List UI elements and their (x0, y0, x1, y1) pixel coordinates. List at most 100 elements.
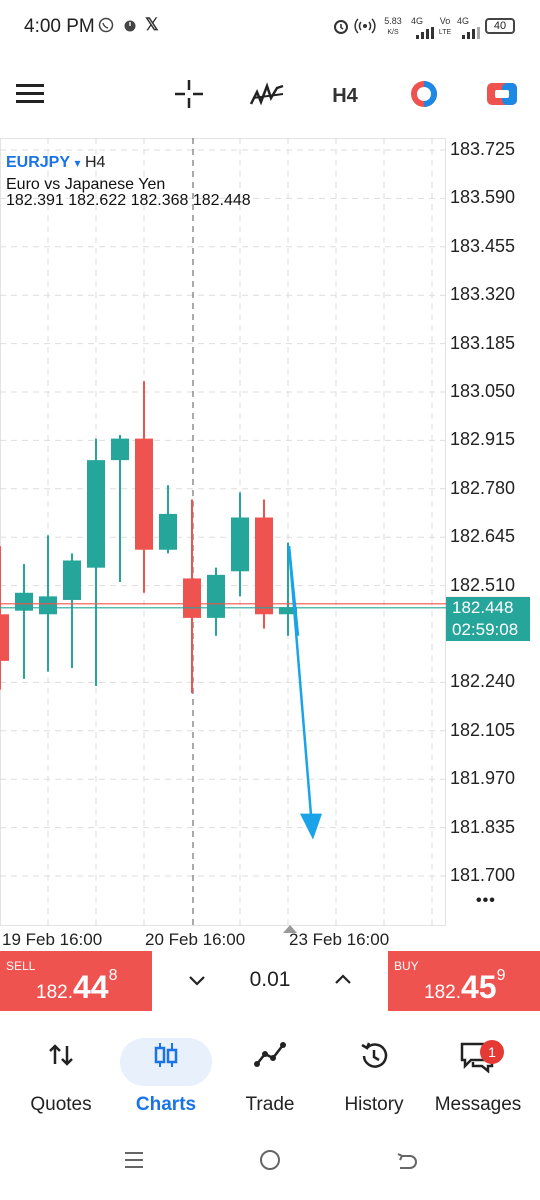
candle-body (255, 517, 273, 615)
price-scale-label: 181.835 (450, 816, 516, 837)
candle-body (0, 614, 9, 661)
nav-history[interactable] (320, 1040, 428, 1077)
timeframe-button[interactable]: H4 (332, 84, 358, 107)
candle-body (159, 513, 177, 550)
net-speed: 5.83 K/S (380, 17, 406, 37)
trend-arrow-line (287, 546, 300, 636)
trade-icon (254, 1042, 286, 1067)
buy-button[interactable]: BUY 182.459 (388, 951, 540, 1011)
symbol-header[interactable]: EURJPY ▾ H4 (6, 154, 105, 172)
indicators-button[interactable] (242, 60, 292, 132)
menu-icon (16, 83, 44, 110)
plot-frame (0, 138, 446, 926)
charts-icon (154, 1043, 178, 1067)
nav-quotes[interactable] (7, 1040, 115, 1075)
nav-charts[interactable] (112, 1040, 220, 1075)
lot-control (152, 951, 388, 1011)
date-label: 20 Feb 16:00 (145, 930, 246, 949)
status-bar: 4:00 PM 𝕏 5.83 K/S 4G Vo LTE 4G 40 (0, 0, 540, 56)
price-scale-label: 183.320 (450, 284, 516, 305)
volte: Vo LTE (437, 17, 453, 37)
nav-messages[interactable] (424, 1040, 532, 1079)
nav-history-label[interactable]: History (344, 1094, 404, 1115)
back-icon (397, 1153, 417, 1169)
chevron-up-icon (335, 974, 351, 984)
price-scale-label: 182.780 (450, 477, 516, 498)
chart-canvas[interactable] (0, 138, 540, 950)
net-speed-value: 5.83 (384, 16, 402, 26)
price-scale-label: 183.590 (450, 187, 516, 208)
nav-messages-label[interactable]: Messages (434, 1094, 522, 1115)
buy-price-big: 45 (460, 969, 497, 1005)
candle-body (63, 560, 81, 600)
chart-shift-marker-icon[interactable] (283, 920, 297, 938)
history-icon (361, 1042, 388, 1068)
nav-charts-label[interactable]: Charts (135, 1094, 197, 1115)
last-price: 182.448 (452, 598, 514, 617)
sell-button[interactable]: SELL 182.448 (0, 951, 152, 1011)
network-type-1: 4G (411, 16, 424, 26)
battery-icon: 40 (485, 18, 515, 34)
price-scale-label: 182.915 (450, 429, 516, 450)
system-back-button[interactable] (394, 1148, 418, 1177)
trend-arrow-head (300, 813, 322, 840)
one-click-trading-button[interactable] (480, 60, 524, 132)
x-app-icon: 𝕏 (145, 15, 159, 34)
system-home-button[interactable] (258, 1148, 282, 1177)
lot-size-input[interactable]: 0.01 (249, 968, 291, 991)
active-tab-highlight (120, 1038, 212, 1086)
candle-body (207, 574, 225, 618)
candle-body (87, 460, 105, 568)
sell-label: SELL (6, 959, 36, 973)
crosshair-icon (173, 78, 205, 115)
symbol-timeframe: H4 (84, 154, 106, 171)
price-scale-label: 182.645 (450, 526, 516, 547)
sell-price: 182.448 (36, 967, 118, 1006)
system-recents-button[interactable] (122, 1148, 146, 1177)
status-time: 4:00 PM (24, 16, 95, 37)
chart-toolbar: H4 (0, 60, 540, 132)
lot-decrease-button[interactable] (188, 971, 206, 994)
price-scale-label: 182.105 (450, 719, 516, 740)
sell-price-sup: 8 (108, 967, 118, 984)
symbol-name[interactable]: EURJPY (6, 154, 71, 171)
whatsapp-icon (98, 17, 114, 38)
menu-button[interactable] (4, 60, 56, 132)
symbol-dropdown-icon[interactable]: ▾ (74, 156, 81, 170)
sell-price-big: 44 (72, 969, 109, 1005)
more-options-icon[interactable]: ••• (476, 892, 496, 909)
color-scheme-button[interactable] (402, 60, 446, 132)
candle-body (231, 517, 249, 572)
bar-countdown: 02:59:08 (452, 620, 519, 639)
price-scale-label: 183.455 (450, 235, 516, 256)
volte-vo: Vo (439, 16, 451, 26)
crosshair-button[interactable] (166, 60, 212, 132)
price-chart[interactable] (0, 138, 540, 950)
quotes-icon (49, 1044, 73, 1066)
buy-price: 182.459 (424, 967, 505, 1006)
candle-body (183, 578, 201, 618)
date-label: 23 Feb 16:00 (289, 930, 390, 949)
last-price-tag: 182.448 02:59:08 (446, 597, 530, 641)
color-scheme-icon (408, 78, 440, 115)
net-speed-unit: K/S (387, 29, 399, 36)
price-scale-label: 182.510 (450, 574, 516, 595)
sell-price-prefix: 182. (36, 982, 73, 1003)
price-scale-label: 181.970 (450, 768, 516, 789)
candle-body (279, 607, 297, 615)
recents-icon (125, 1152, 143, 1168)
price-scale-label: 183.725 (450, 139, 516, 159)
one-click-trading-icon (486, 82, 518, 111)
nav-trade[interactable] (216, 1040, 324, 1075)
lot-increase-button[interactable] (334, 971, 352, 994)
price-scale-label: 181.700 (450, 865, 516, 885)
symbol-description: Euro vs Japanese Yen (6, 176, 166, 193)
hotspot-icon (354, 17, 376, 40)
nav-trade-label[interactable]: Trade (245, 1094, 295, 1115)
candle-body (15, 592, 33, 611)
buy-label: BUY (394, 959, 419, 973)
messages-badge: 1 (480, 1040, 504, 1064)
candle-body (39, 596, 57, 615)
nav-quotes-label[interactable]: Quotes (30, 1094, 92, 1115)
price-scale-label: 182.240 (450, 671, 516, 692)
